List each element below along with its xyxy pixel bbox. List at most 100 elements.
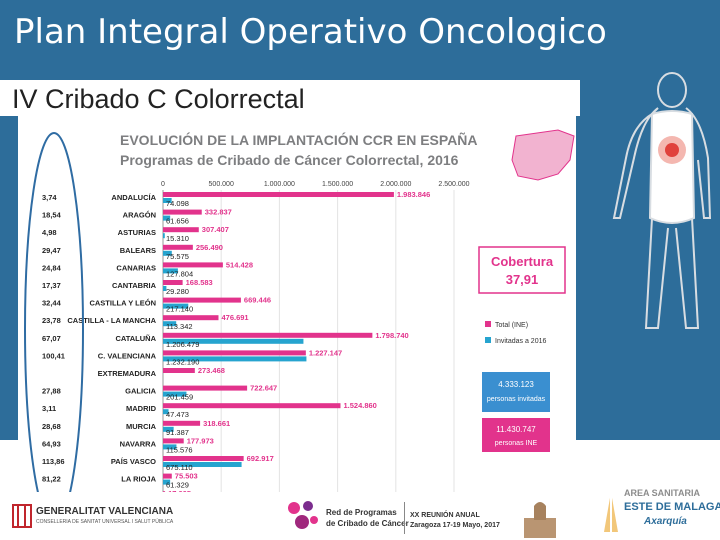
bar-invited-label: 1.232.190 [166, 357, 199, 366]
area-name: ESTE DE MALAGA [624, 501, 720, 513]
category-label: EXTREMADURA [98, 369, 157, 378]
coverage-value: 64,93 [42, 439, 61, 448]
chart-row: 28,68 MURCIA 318.661 91.387 [42, 419, 230, 437]
legend-label: Total (INE) [495, 322, 528, 329]
population-box [482, 418, 550, 452]
coverage-value: 32,44 [42, 299, 62, 308]
chart-row: 24,84 CANARIAS 514.428 127.804 [42, 260, 253, 278]
coverage-value: 113,86 [42, 457, 65, 466]
bar-invited [163, 321, 177, 327]
bar-invited [163, 268, 178, 274]
bar-invited [163, 233, 165, 239]
chart-row: 67,07 CATALUÑA 1.798.740 1.206.479 [42, 331, 409, 349]
coverage-box [478, 246, 566, 294]
chart-row: 3,11 MADRID 1.524.860 47.473 [42, 401, 377, 419]
chart-panel: EVOLUCIÓN DE LA IMPLANTACIÓN CCR EN ESPA… [18, 116, 576, 492]
bar-invited-label: 91.387 [166, 428, 189, 437]
chart-row: 100,41 C. VALENCIANA 1.227.147 1.232.190 [42, 348, 342, 366]
chart-title: EVOLUCIÓN DE LA IMPLANTACIÓN CCR EN ESPA… [120, 131, 478, 148]
category-label: CANARIAS [116, 263, 156, 272]
category-label: GALICIA [125, 387, 156, 396]
coverage-value: 27,88 [42, 387, 61, 396]
bar-invited-label: 1.206.479 [166, 340, 199, 349]
bar-invited [163, 462, 242, 467]
bar-invited-label: 127.804 [166, 269, 193, 278]
bar-chart: EVOLUCIÓN DE LA IMPLANTACIÓN CCR EN ESPA… [24, 129, 575, 492]
bar-invited [163, 215, 171, 221]
gva-subtitle: CONSELLERIA DE SANITAT UNIVERSAL I SALUT… [36, 519, 174, 525]
human-body-illustration-icon [612, 72, 712, 329]
chart-row: 4,98 ASTURIAS 307.407 15.310 [42, 225, 229, 243]
x-tick-label: 2.000.000 [380, 181, 411, 188]
bar-total-label: 514.428 [226, 260, 253, 269]
chart-row: 3,74 ANDALUCÍA 1.983.846 74.098 [42, 190, 430, 208]
legend-swatch [485, 321, 491, 327]
coverage-box-label: Cobertura [491, 254, 554, 269]
bar-total-label: 168.583 [186, 278, 213, 287]
x-tick-label: 2.500.000 [438, 181, 469, 188]
bar-invited-label: 113.342 [166, 322, 193, 331]
bar-invited [163, 391, 187, 397]
bar-invited [163, 479, 171, 485]
bar-invited-label: 47.473 [166, 410, 189, 419]
bar-invited-label: 61.329 [166, 481, 189, 490]
bar-total [163, 473, 172, 479]
bar-total [163, 438, 184, 444]
category-label: BALEARS [120, 246, 156, 255]
bar-total [163, 262, 223, 268]
coverage-value: 18,54 [42, 211, 62, 220]
bar-invited-label: 61.656 [166, 217, 189, 226]
bar-total [163, 456, 244, 461]
bar-total-label: 177.973 [187, 436, 214, 445]
bar-invited [163, 338, 304, 344]
bar-invited-label: 201.459 [166, 393, 193, 402]
bar-total-label: 318.661 [203, 419, 230, 428]
bar-total-label: 1.798.740 [375, 331, 408, 340]
coverage-value: 4,98 [42, 228, 57, 237]
bar-total [163, 227, 199, 233]
chart-row: 27,88 GALICIA 722.647 201.459 [42, 384, 277, 402]
bar-invited [163, 409, 169, 415]
bar-total [163, 420, 201, 426]
coverage-value: 67,07 [42, 334, 61, 343]
bar-total [163, 385, 248, 391]
bar-total [163, 491, 166, 492]
category-label: CASTILLA - LA MANCHA [67, 316, 156, 325]
area-sanitaria-label: AREA SANITARIA [624, 488, 700, 498]
chart-row: 18,54 ARAGÓN 332.837 61.656 [42, 208, 232, 226]
bar-total-label: 1.524.860 [343, 401, 376, 410]
chart-row: 23,78 CASTILLA - LA MANCHA 476.691 113.342 [42, 313, 249, 331]
x-tick-label: 500.000 [209, 181, 234, 188]
invited-box-label: personas invitadas [487, 396, 546, 403]
x-tick-label: 1.000.000 [264, 181, 295, 188]
category-label: MURCIA [126, 422, 157, 431]
category-label: CASTILLA Y LEÓN [89, 299, 156, 308]
chart-row: CEUTA17.905 [163, 489, 191, 492]
bar-invited [163, 356, 307, 362]
bar-total-label: 722.647 [250, 384, 277, 393]
legend-swatch [485, 337, 491, 343]
category-label: ANDALUCÍA [111, 193, 156, 202]
area-sanitaria-logo-icon [604, 492, 618, 532]
chart-row: EXTREMADURA 273.468 [98, 366, 225, 378]
bar-total [163, 209, 202, 215]
bar-invited [163, 198, 172, 203]
population-box-label: personas INE [495, 440, 538, 447]
category-label: NAVARRA [120, 439, 157, 448]
bar-invited [163, 250, 172, 256]
bar-total [163, 280, 183, 285]
x-tick-label: 0 [161, 181, 165, 188]
chart-row: 113,86 PAÍS VASCO 692.917 675.110 [42, 454, 274, 472]
invited-box [482, 372, 550, 412]
chart-subtitle: Programas de Cribado de Cáncer Colorrect… [120, 152, 459, 168]
bar-total-label: 273.468 [198, 366, 225, 375]
category-label: LA RIOJA [121, 475, 156, 484]
bar-invited-label: 15.310 [166, 234, 189, 243]
bar-total [163, 368, 195, 373]
meeting-title: XX REUNIÓN ANUAL [410, 512, 480, 519]
page-title: Plan Integral Operativo Oncologico [14, 12, 607, 52]
bar-total [163, 350, 306, 356]
